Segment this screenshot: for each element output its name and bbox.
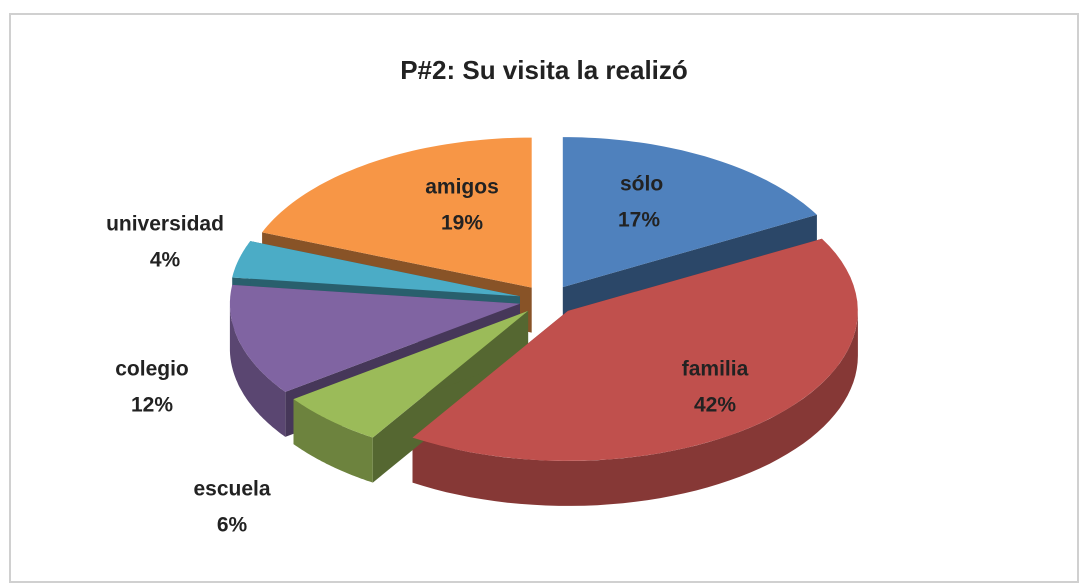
chart-title: P#2: Su visita la realizó — [400, 55, 688, 85]
slice-label: amigos — [425, 176, 499, 199]
slice — [412, 238, 858, 461]
slice-label: universidad — [106, 213, 224, 236]
slice-value-label: 6% — [217, 514, 248, 537]
slice — [232, 241, 520, 297]
slice-value-label: 19% — [441, 212, 483, 235]
slice-value-label: 17% — [618, 209, 660, 232]
slice-value-label: 42% — [694, 394, 736, 417]
slice-label: escuela — [193, 478, 270, 501]
slice — [229, 284, 520, 392]
slice — [293, 310, 529, 438]
slice — [562, 137, 817, 288]
slice-label: colegio — [115, 358, 189, 381]
slice-label: familia — [682, 358, 749, 381]
slice-side — [412, 310, 858, 506]
slice-side — [293, 399, 373, 483]
slice-value-label: 4% — [150, 249, 181, 272]
slice-side — [229, 303, 286, 437]
slice-label: sólo — [620, 173, 663, 196]
slice — [262, 137, 532, 288]
slice-value-label: 12% — [131, 394, 173, 417]
